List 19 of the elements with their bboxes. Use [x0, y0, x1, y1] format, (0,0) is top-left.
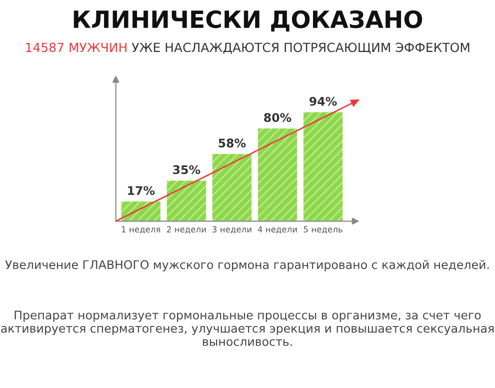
bar	[258, 128, 298, 222]
bar	[121, 201, 160, 222]
chart-title: КЛИНИЧЕСКИ ДОКАЗАНО	[74, 10, 422, 32]
bar	[166, 180, 206, 222]
x-tick-label: 5 недель	[304, 226, 342, 234]
data-label: 80%	[264, 113, 292, 122]
data-label: 94%	[310, 96, 337, 106]
x-tick-label: 1 неделя	[122, 226, 160, 234]
x-tick-label: 3 недели	[212, 226, 252, 234]
text: Увеличение ГЛАВНОГО мужского гормона гарантировано с каждой неделей.	[5, 260, 489, 272]
data-label: 17%	[128, 186, 155, 196]
data-label: 58%	[218, 138, 246, 148]
bar	[212, 154, 252, 222]
x-tick-label: 4 недели	[258, 226, 297, 234]
data-label: 35%	[173, 165, 200, 174]
x-tick-label: 2 недели	[166, 226, 206, 234]
bar	[303, 112, 343, 222]
chart-subtitle: 14587 МУЖЧИН УЖЕ НАСЛАЖДАЮТСЯ ПОТРЯСАЮЩИМ ЭФФЕКТОМ	[26, 42, 470, 54]
text: Препарат нормализует гормональные процессы в организме, за счет чего активируется сперматогенез, улучшается эрекция и повышается сексуальная выносливость.	[1, 310, 494, 346]
